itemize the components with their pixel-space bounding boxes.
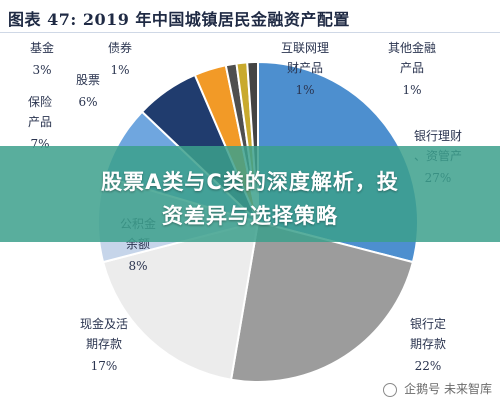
slice-label-6: 股票 6% [76,73,100,109]
penguin-icon [383,382,398,397]
slice-value-8: 1% [110,63,129,77]
banner-title-line-2: 资差异与选择策略 [162,204,338,228]
banner-title-line-1: 股票A类与C类的深度解析，投 [101,170,399,194]
slice-value-2: 22% [415,359,442,373]
slice-label-5: 保险产品 7% [28,94,52,151]
slice-label-10: 其他金融产品 1% [388,40,436,97]
watermark: 企鹅号 未来智库 [383,380,492,397]
slice-value-4: 8% [128,259,147,273]
slice-value-7: 3% [32,63,51,77]
slice-value-10: 1% [402,83,421,97]
pie-slice-2 [229,220,415,383]
watermark-text: 企鹅号 未来智库 [404,382,492,396]
slice-label-7: 基金 3% [30,40,54,77]
slice-label-8: 债券 1% [108,40,132,77]
chart-title: 图表 47: 2019 年中国城镇居民金融资产配置 [8,10,350,29]
slice-value-6: 6% [78,95,97,109]
title-bar: 图表 47: 2019 年中国城镇居民金融资产配置 [0,0,500,33]
article-title-banner[interactable]: 股票A类与C类的深度解析，投 资差异与选择策略 [0,146,500,242]
slice-label-9: 互联网理财产品 1% [281,41,329,97]
slice-value-9: 1% [295,83,314,97]
slice-label-2: 银行定期存款 22% [410,316,446,373]
slice-label-3: 现金及活期存款 17% [80,316,128,373]
slice-value-3: 17% [91,359,118,373]
pie-slice-3 [101,220,260,381]
